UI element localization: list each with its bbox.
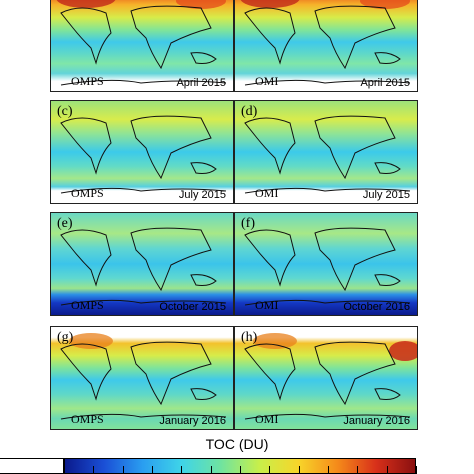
colorbar-tick <box>64 466 65 474</box>
date-label: January 2016 <box>159 415 226 427</box>
panel-omi-january: (h) OMI January 2016 <box>234 326 418 430</box>
colorbar-tick <box>181 466 183 474</box>
panel-letter: (g) <box>57 330 74 345</box>
date-label: July 2015 <box>178 189 226 201</box>
panel-letter: (c) <box>57 104 73 119</box>
instrument-label: OMI <box>255 186 279 200</box>
date-label: April 2015 <box>360 77 410 89</box>
colorbar-tick <box>240 466 241 474</box>
date-label: October 2016 <box>343 301 410 313</box>
colorbar-white-segment <box>0 458 64 474</box>
colorbar-tick <box>93 466 95 474</box>
panel-letter: (h) <box>241 330 258 345</box>
date-label: October 2015 <box>159 301 226 313</box>
panel-omps-january: (g) OMPS January 2016 <box>50 326 234 430</box>
colorbar-tick <box>210 466 212 474</box>
colorbar-tick <box>357 466 359 474</box>
ozone-map <box>51 0 233 91</box>
panel-letter: (f) <box>241 216 255 231</box>
panel-letter: (e) <box>57 216 73 231</box>
ozone-map <box>51 213 233 315</box>
instrument-label: OMI <box>255 298 279 312</box>
colorbar-title: TOC (DU) <box>205 436 269 452</box>
instrument-label: OMI <box>255 74 279 88</box>
date-label: April 2015 <box>176 77 226 89</box>
panel-omi-april: OMI April 2015 <box>234 0 418 92</box>
ozone-map <box>235 327 417 429</box>
ozone-map <box>51 101 233 203</box>
panel-omi-july: (d) OMI July 2015 <box>234 100 418 204</box>
date-label: July 2015 <box>362 189 410 201</box>
colorbar-tick <box>386 466 388 474</box>
panel-omps-october: (e) OMPS October 2015 <box>50 212 234 316</box>
colorbar-tick <box>122 466 124 474</box>
panel-omi-october: (f) OMI October 2016 <box>234 212 418 316</box>
ozone-map <box>51 327 233 429</box>
instrument-label: OMPS <box>71 74 104 88</box>
colorbar-tick <box>152 466 153 474</box>
ozone-map <box>235 101 417 203</box>
ozone-map <box>235 0 417 91</box>
panel-letter: (d) <box>241 104 258 119</box>
colorbar-tick <box>328 466 329 474</box>
instrument-label: OMPS <box>71 412 104 426</box>
ozone-map <box>235 213 417 315</box>
instrument-label: OMI <box>255 412 279 426</box>
instrument-label: OMPS <box>71 298 104 312</box>
colorbar-tick <box>298 466 300 474</box>
colorbar-tick <box>416 466 417 474</box>
date-label: January 2016 <box>343 415 410 427</box>
instrument-label: OMPS <box>71 186 104 200</box>
colorbar-tick <box>269 466 271 474</box>
panel-omps-april: OMPS April 2015 <box>50 0 234 92</box>
panel-omps-july: (c) OMPS July 2015 <box>50 100 234 204</box>
